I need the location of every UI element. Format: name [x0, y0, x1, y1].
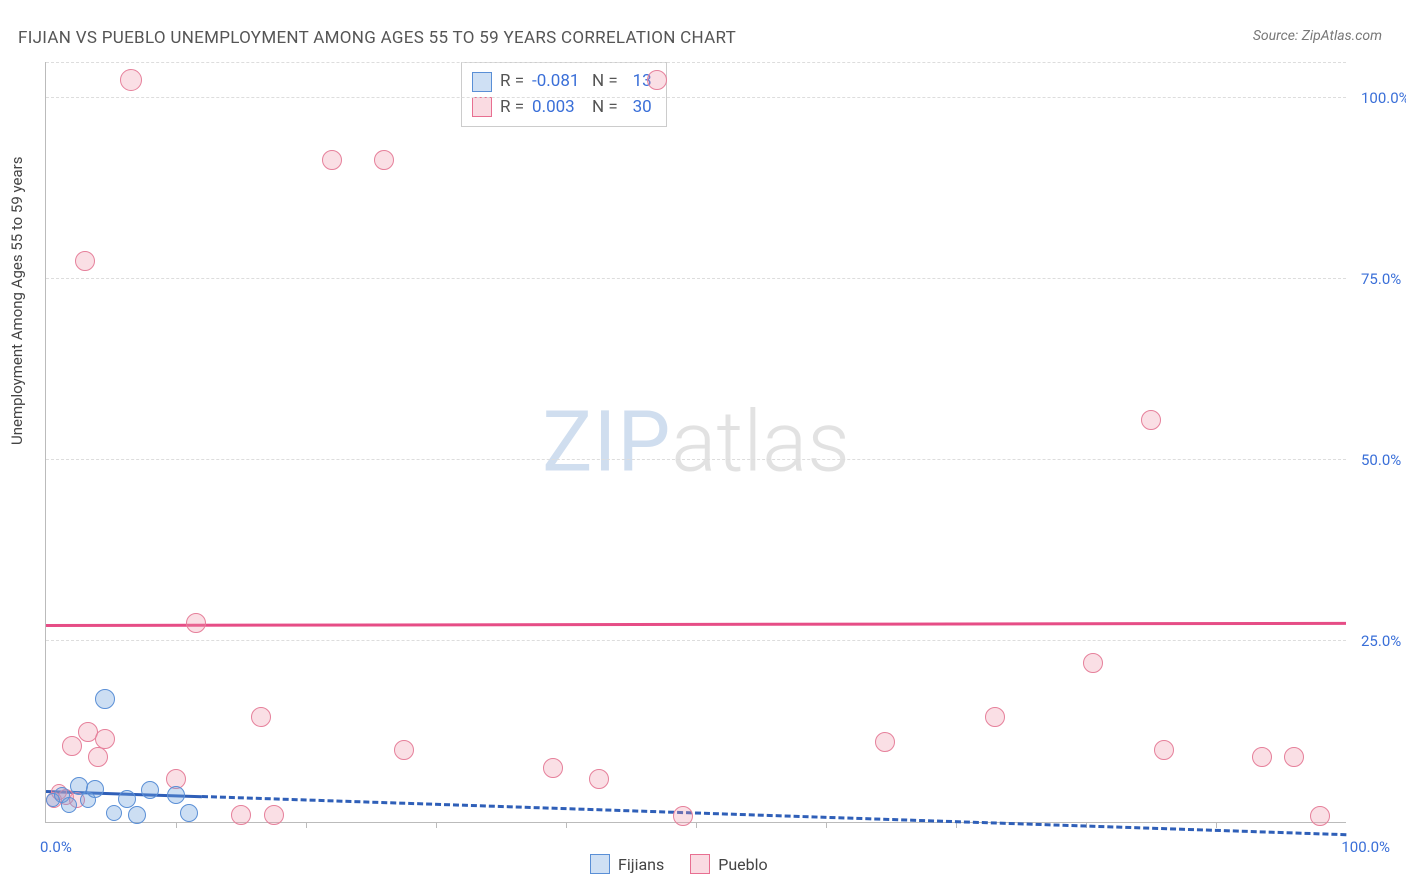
data-point [1154, 740, 1174, 760]
gridline [46, 278, 1346, 279]
gridline [46, 459, 1346, 460]
data-point [322, 150, 342, 170]
data-point [875, 732, 895, 752]
y-tick-label: 75.0% [1361, 270, 1406, 288]
watermark: ZIPatlas [542, 393, 850, 492]
stat-r-fijians: -0.081 [532, 69, 584, 95]
chart-container: FIJIAN VS PUEBLO UNEMPLOYMENT AMONG AGES… [0, 0, 1406, 892]
legend-swatch-fijians [590, 854, 610, 874]
legend-label-pueblo: Pueblo [718, 855, 767, 874]
data-point [589, 769, 609, 789]
stat-r-pueblo: 0.003 [532, 95, 584, 121]
data-point [95, 729, 115, 749]
data-point [62, 736, 82, 756]
data-point [985, 707, 1005, 727]
data-point [1310, 806, 1330, 826]
trend-line [46, 621, 1346, 626]
data-point [186, 613, 206, 633]
x-tick [436, 822, 437, 828]
swatch-pueblo [472, 97, 492, 117]
data-point [128, 806, 146, 824]
chart-title: FIJIAN VS PUEBLO UNEMPLOYMENT AMONG AGES… [18, 28, 736, 48]
legend-label-fijians: Fijians [618, 855, 664, 874]
x-tick [566, 822, 567, 828]
stats-row-fijians: R = -0.081 N = 13 [472, 69, 652, 95]
gridline-top [46, 62, 1346, 63]
stat-r-label: R = [500, 69, 524, 95]
x-tick [826, 822, 827, 828]
y-tick-label: 25.0% [1361, 632, 1406, 650]
x-tick [696, 822, 697, 828]
legend-item-fijians: Fijians [590, 854, 664, 874]
gridline [46, 640, 1346, 641]
data-point [394, 740, 414, 760]
data-point [647, 70, 667, 90]
data-point [88, 747, 108, 767]
data-point [1141, 410, 1161, 430]
data-point [180, 804, 198, 822]
data-point [1252, 747, 1272, 767]
legend-item-pueblo: Pueblo [690, 854, 767, 874]
data-point [106, 805, 122, 821]
data-point [673, 806, 693, 826]
data-point [61, 797, 77, 813]
y-tick-label: 50.0% [1361, 451, 1406, 469]
watermark-zip: ZIP [542, 393, 671, 492]
legend-swatch-pueblo [690, 854, 710, 874]
trend-line [202, 795, 1346, 836]
data-point [75, 251, 95, 271]
y-axis-label: Unemployment Among Ages 55 to 59 years [8, 157, 26, 445]
data-point [141, 781, 159, 799]
x-tick [176, 822, 177, 828]
x-tick [306, 822, 307, 828]
data-point [95, 689, 115, 709]
swatch-fijians [472, 72, 492, 92]
stat-r-label-2: R = [500, 95, 524, 121]
x-tick-label-0: 0.0% [40, 838, 72, 856]
stats-row-pueblo: R = 0.003 N = 30 [472, 95, 652, 121]
data-point [264, 805, 284, 825]
legend: Fijians Pueblo [590, 854, 768, 874]
stat-n-pueblo: 30 [626, 95, 652, 121]
plot-area: ZIPatlas R = -0.081 N = 13 R = 0.003 N =… [45, 62, 1346, 823]
x-tick-label-100: 100.0% [1341, 838, 1390, 856]
stat-n-label: N = [592, 69, 618, 95]
stat-n-label-2: N = [592, 95, 618, 121]
data-point [543, 758, 563, 778]
gridline [46, 97, 1346, 98]
data-point [251, 707, 271, 727]
data-point [374, 150, 394, 170]
data-point [86, 780, 104, 798]
data-point [1284, 747, 1304, 767]
data-point [167, 786, 185, 804]
x-tick [1216, 822, 1217, 828]
watermark-atlas: atlas [671, 393, 850, 492]
correlation-stats-box: R = -0.081 N = 13 R = 0.003 N = 30 [461, 62, 667, 127]
data-point [1083, 653, 1103, 673]
data-point [120, 69, 142, 91]
data-point [118, 790, 136, 808]
y-tick-label: 100.0% [1361, 89, 1406, 107]
data-point [231, 805, 251, 825]
source-attribution: Source: ZipAtlas.com [1253, 28, 1382, 44]
